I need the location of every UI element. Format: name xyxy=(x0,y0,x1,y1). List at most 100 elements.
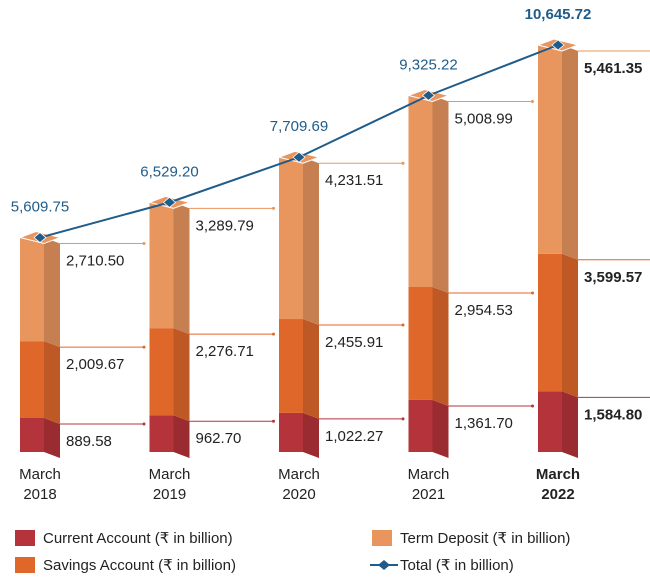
value-label: 2,276.71 xyxy=(196,343,254,360)
bar-front xyxy=(149,328,174,416)
total-marker xyxy=(421,89,436,102)
value-label: 2,710.50 xyxy=(66,253,124,270)
bar-side xyxy=(173,415,190,458)
leader-dot xyxy=(142,345,146,349)
legend-label: Current Account (₹ in billion) xyxy=(43,530,233,547)
legend-swatch xyxy=(15,530,35,546)
bar-side xyxy=(303,319,319,419)
leader-dot xyxy=(142,422,146,426)
bar-front xyxy=(20,417,44,452)
total-label: 10,645.72 xyxy=(525,6,592,23)
bar-segment xyxy=(538,391,578,458)
bar-segment xyxy=(20,341,60,424)
bar-side xyxy=(432,286,449,406)
value-label: 2,455.91 xyxy=(325,334,383,351)
total-label: 5,609.75 xyxy=(11,199,69,216)
leader-dot xyxy=(531,99,534,103)
legend-label: Total (₹ in billion) xyxy=(400,557,514,574)
legend-item: Current Account (₹ in billion) xyxy=(15,530,233,547)
leader-dot xyxy=(401,161,405,165)
bar-segment xyxy=(538,45,578,260)
bar-segment xyxy=(538,253,578,398)
value-label: 5,461.35 xyxy=(584,60,642,77)
total-marker xyxy=(33,232,47,244)
legend-swatch xyxy=(372,530,392,546)
legend-item: Savings Account (₹ in billion) xyxy=(15,557,236,574)
leader-dot xyxy=(272,206,275,210)
bar-side xyxy=(44,341,60,424)
bar-side xyxy=(562,45,578,260)
bar-segment xyxy=(408,95,449,293)
total-marker xyxy=(551,39,565,51)
total-label: 7,709.69 xyxy=(270,118,328,135)
leader-dot xyxy=(531,291,534,295)
bar-segment xyxy=(279,412,319,458)
leader-dot xyxy=(272,419,275,423)
value-label: 2,009.67 xyxy=(66,356,124,373)
bar-front xyxy=(149,202,174,329)
value-label: 3,599.57 xyxy=(584,269,642,286)
legend-label: Savings Account (₹ in billion) xyxy=(43,557,236,574)
bar-front xyxy=(538,45,562,254)
x-tick-label: March 2020 xyxy=(278,466,320,503)
bar-side xyxy=(303,157,319,326)
bar-front xyxy=(279,412,303,452)
bar-front xyxy=(538,391,562,452)
leader-dot xyxy=(272,332,275,336)
bar-front xyxy=(408,399,433,452)
bar-side xyxy=(432,95,449,293)
bar-front xyxy=(408,286,433,400)
bar-front xyxy=(279,157,303,320)
legend-marker xyxy=(378,560,390,570)
bar-segment xyxy=(20,417,60,458)
total-marker xyxy=(162,196,177,208)
value-label: 4,231.51 xyxy=(325,172,383,189)
bar-front xyxy=(538,253,562,392)
bar-side xyxy=(173,202,190,335)
bar-segment xyxy=(408,399,449,458)
value-label: 5,008.99 xyxy=(455,110,513,127)
bar-side xyxy=(562,391,578,458)
legend-item: Term Deposit (₹ in billion) xyxy=(372,530,570,547)
bar-side xyxy=(303,412,319,458)
value-label: 889.58 xyxy=(66,433,112,450)
leader-dot xyxy=(401,417,405,421)
x-tick-label: March 2022 xyxy=(536,466,580,503)
value-label: 962.70 xyxy=(196,430,242,447)
x-tick-label: March 2019 xyxy=(149,466,191,503)
bar-side xyxy=(44,237,60,348)
total-label: 6,529.20 xyxy=(140,163,198,180)
value-label: 1,022.27 xyxy=(325,428,383,445)
bar-front xyxy=(20,237,44,342)
bar-segment xyxy=(20,237,60,348)
bar-segment xyxy=(408,286,449,406)
value-label: 3,289.79 xyxy=(196,217,254,234)
bar-segment xyxy=(149,202,190,335)
total-label: 9,325.22 xyxy=(399,56,457,73)
bar-front xyxy=(408,95,433,287)
legend-item: Total (₹ in billion) xyxy=(370,557,514,574)
bar-front xyxy=(279,319,303,413)
leader-dot xyxy=(142,242,146,246)
bar-segment xyxy=(279,319,319,419)
bar-side xyxy=(44,417,60,458)
value-label: 1,361.70 xyxy=(455,415,513,432)
bar-side xyxy=(173,328,190,422)
bar-side xyxy=(562,253,578,398)
bar-front xyxy=(149,415,174,452)
bar-segment xyxy=(279,157,319,326)
leader-dot xyxy=(401,323,405,327)
total-marker xyxy=(292,151,306,163)
x-tick-label: March 2018 xyxy=(19,466,61,503)
bar-segment xyxy=(149,415,190,458)
leader-dot xyxy=(531,404,534,408)
legend-swatch xyxy=(15,557,35,573)
legend-label: Term Deposit (₹ in billion) xyxy=(400,530,570,547)
bar-side xyxy=(432,399,449,458)
value-label: 2,954.53 xyxy=(455,302,513,319)
x-tick-label: March 2021 xyxy=(408,466,450,503)
bar-segment xyxy=(149,328,190,422)
value-label: 1,584.80 xyxy=(584,406,642,423)
bar-front xyxy=(20,341,44,418)
